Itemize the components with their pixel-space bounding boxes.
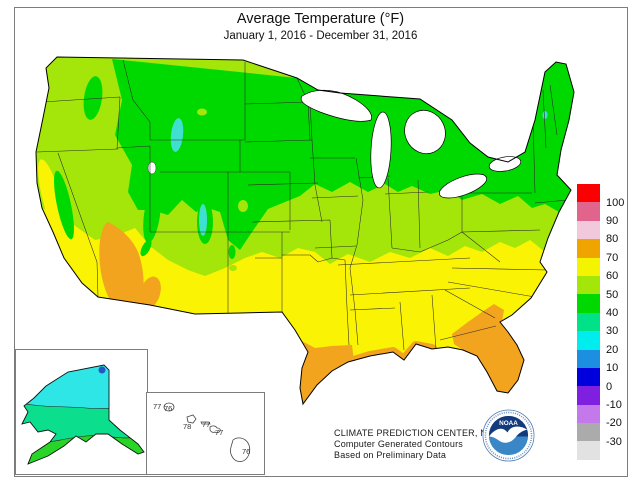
alaska-map bbox=[21, 364, 145, 465]
legend-tick-label: 10 bbox=[606, 362, 619, 375]
credit-line: CLIMATE PREDICTION CENTER, NOAA bbox=[334, 428, 507, 438]
legend-swatch bbox=[577, 202, 600, 221]
cascades-40s bbox=[83, 76, 103, 120]
az-70s-lobe bbox=[139, 276, 161, 310]
legend-tick-label: 40 bbox=[606, 307, 619, 319]
legend-swatch bbox=[577, 386, 600, 405]
lake-michigan bbox=[370, 111, 392, 189]
mn-30s bbox=[361, 82, 383, 94]
credit-line: Based on Preliminary Data bbox=[334, 450, 447, 460]
hawaii-temp-label: 76 bbox=[242, 447, 250, 456]
noaa-ring-text bbox=[484, 411, 533, 460]
lake-erie bbox=[438, 173, 488, 199]
legend-color-scale bbox=[577, 184, 600, 460]
legend-tick-label: 80 bbox=[606, 233, 619, 246]
page-title: Average Temperature (°F) bbox=[236, 11, 405, 27]
legend-swatch bbox=[577, 275, 600, 295]
legend-tick-label: 20 bbox=[606, 343, 619, 356]
legend-tick-label: 30 bbox=[606, 325, 619, 338]
co-50s-hole bbox=[238, 200, 248, 212]
legend-tick-label: 50 bbox=[606, 288, 619, 301]
mogollon-40s bbox=[140, 239, 152, 257]
nm-50s-dot bbox=[229, 265, 237, 271]
hawaii-temp-label: 76 bbox=[164, 404, 172, 413]
legend-swatch bbox=[577, 367, 600, 387]
va-60s-spot bbox=[536, 255, 554, 269]
lake-ontario bbox=[488, 156, 522, 172]
big-island bbox=[230, 437, 251, 462]
hawaii-temp-label: 77 bbox=[153, 402, 161, 411]
hawaii-temp-label: 77 bbox=[215, 428, 223, 437]
lake-huron bbox=[404, 109, 446, 155]
alaska-outline bbox=[21, 364, 145, 465]
legend-tick-label: 100 bbox=[606, 196, 625, 209]
alaska-20s bbox=[22, 365, 144, 409]
uinta-spot bbox=[147, 161, 157, 175]
co-30s bbox=[199, 204, 207, 236]
alaska-10s-spot bbox=[98, 366, 106, 374]
legend-swatch bbox=[577, 239, 600, 258]
colorado-40s bbox=[226, 150, 254, 234]
alaska-inset bbox=[15, 349, 148, 475]
hawaii-map: 77 76 78 77 77 76 bbox=[153, 402, 251, 462]
legend-swatch bbox=[577, 404, 600, 424]
legend-swatch bbox=[577, 294, 600, 313]
noaa-seagull-icon bbox=[488, 426, 528, 443]
legend-tick-label: 90 bbox=[606, 215, 619, 227]
legend-swatch bbox=[577, 331, 600, 350]
band-60s bbox=[42, 208, 552, 404]
hawaii-temp-label: 78 bbox=[183, 422, 191, 431]
maui-island bbox=[209, 425, 221, 434]
ca-valley-60s bbox=[38, 159, 66, 241]
us-outline bbox=[35, 56, 575, 406]
nm-40s bbox=[228, 245, 236, 259]
legend-swatch bbox=[577, 312, 600, 332]
hawaii-temp-label: 77 bbox=[202, 420, 210, 429]
legend-swatch bbox=[577, 184, 600, 203]
utah-40s bbox=[143, 187, 161, 243]
great-lakes bbox=[300, 89, 522, 199]
legend-tick-label: 70 bbox=[606, 251, 619, 264]
legend-swatch bbox=[577, 220, 600, 240]
kauai-island bbox=[163, 402, 175, 412]
noaa-sea bbox=[488, 436, 529, 456]
fl-70s bbox=[452, 304, 525, 393]
yellowstone-30s bbox=[170, 118, 184, 152]
noaa-acronym: NOAA bbox=[499, 420, 518, 427]
noaa-logo: NOAA bbox=[482, 409, 535, 462]
legend-tick-label: 60 bbox=[606, 270, 619, 283]
sierra-40s bbox=[54, 170, 74, 240]
page-subtitle: January 1, 2016 - December 31, 2016 bbox=[223, 30, 418, 42]
alaska-40s bbox=[22, 435, 144, 464]
legend-swatch bbox=[577, 349, 600, 368]
legend-tick-label: 0 bbox=[606, 380, 613, 393]
hawaii-inset: 77 76 78 77 77 76 bbox=[146, 392, 265, 475]
legend-tick-label: -20 bbox=[606, 417, 622, 430]
molokai-island bbox=[200, 421, 211, 425]
credits-block: CLIMATE PREDICTION CENTER, NOAA Computer… bbox=[334, 428, 507, 461]
az-70s bbox=[99, 222, 144, 313]
legend-swatch bbox=[577, 257, 600, 276]
mt-50s-dot bbox=[197, 108, 207, 116]
credit-line: Computer Generated Contours bbox=[334, 439, 463, 449]
maine-30s bbox=[542, 111, 548, 119]
legend-tick-label: -30 bbox=[606, 435, 622, 448]
legend-swatch bbox=[577, 423, 600, 442]
legend-swatch bbox=[577, 441, 600, 460]
legend-tick-label: -10 bbox=[606, 399, 622, 411]
oahu-island bbox=[186, 414, 197, 424]
